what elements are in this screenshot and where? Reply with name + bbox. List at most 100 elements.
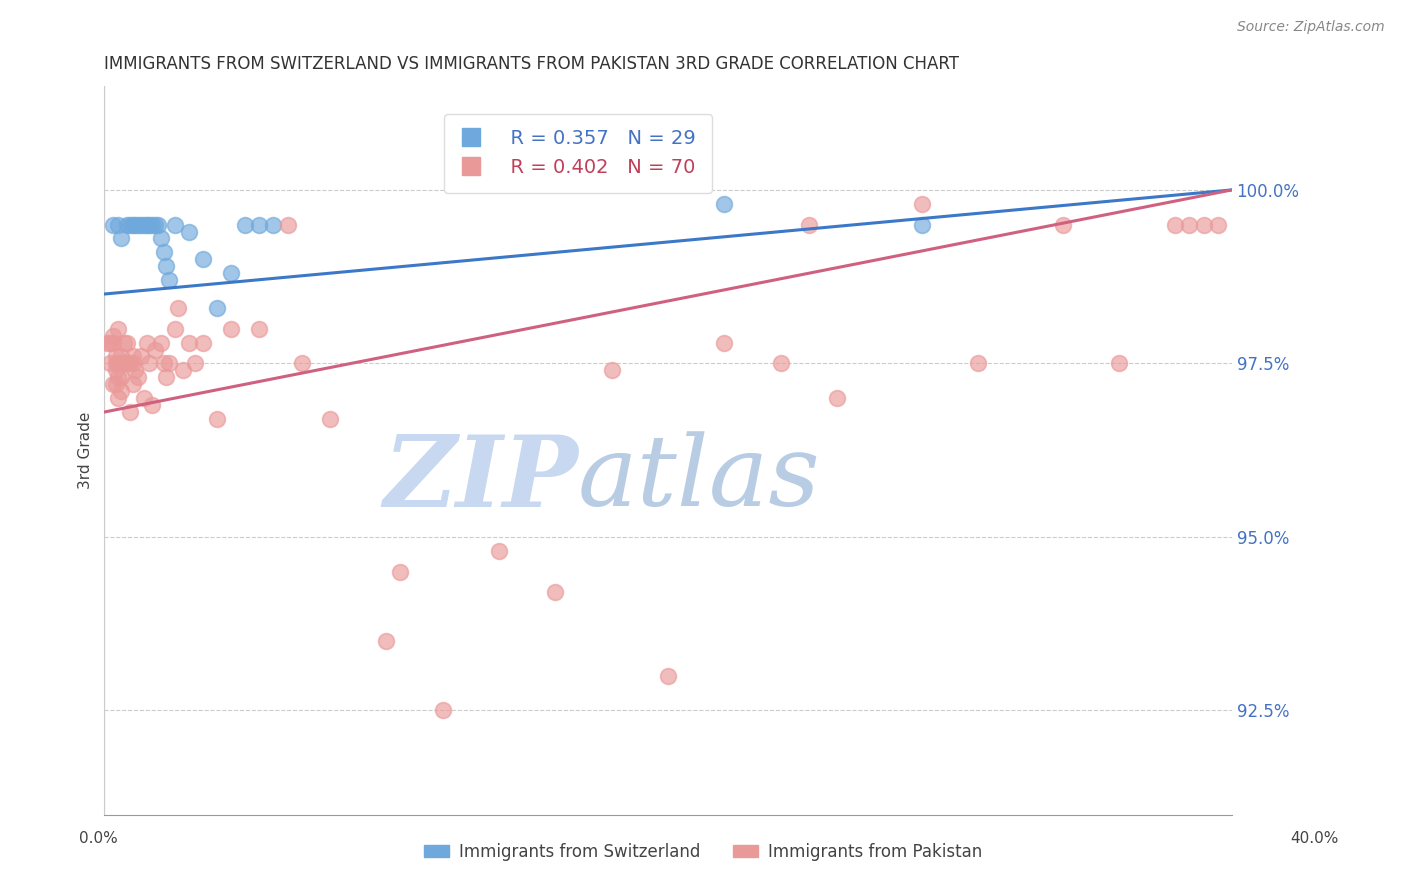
Point bbox=[157, 356, 180, 370]
Point bbox=[143, 218, 166, 232]
Point bbox=[98, 356, 121, 370]
Point bbox=[98, 335, 121, 350]
Point bbox=[112, 356, 135, 370]
Point bbox=[488, 544, 510, 558]
Point bbox=[124, 363, 146, 377]
Point bbox=[96, 335, 118, 350]
Point bbox=[118, 218, 141, 232]
Point bbox=[121, 377, 143, 392]
Point bbox=[118, 356, 141, 370]
Point bbox=[172, 363, 194, 377]
Point bbox=[129, 218, 152, 232]
Point bbox=[149, 335, 172, 350]
Point bbox=[1052, 218, 1074, 232]
Point bbox=[101, 328, 124, 343]
Point bbox=[121, 356, 143, 370]
Point bbox=[544, 585, 567, 599]
Point bbox=[1178, 218, 1201, 232]
Point bbox=[769, 356, 792, 370]
Point bbox=[135, 335, 157, 350]
Text: Source: ZipAtlas.com: Source: ZipAtlas.com bbox=[1237, 20, 1385, 34]
Point bbox=[389, 565, 412, 579]
Point bbox=[155, 259, 177, 273]
Y-axis label: 3rd Grade: 3rd Grade bbox=[79, 411, 93, 489]
Point bbox=[104, 356, 127, 370]
Point bbox=[110, 384, 132, 399]
Point bbox=[143, 343, 166, 357]
Point bbox=[600, 363, 623, 377]
Legend: Immigrants from Switzerland, Immigrants from Pakistan: Immigrants from Switzerland, Immigrants … bbox=[416, 837, 990, 868]
Point bbox=[183, 356, 205, 370]
Point bbox=[141, 218, 163, 232]
Point bbox=[112, 335, 135, 350]
Text: 40.0%: 40.0% bbox=[1291, 831, 1339, 846]
Text: IMMIGRANTS FROM SWITZERLAND VS IMMIGRANTS FROM PAKISTAN 3RD GRADE CORRELATION CH: IMMIGRANTS FROM SWITZERLAND VS IMMIGRANT… bbox=[104, 55, 959, 73]
Point bbox=[112, 356, 135, 370]
Point bbox=[247, 322, 270, 336]
Point bbox=[132, 218, 155, 232]
Point bbox=[219, 266, 242, 280]
Point bbox=[107, 370, 129, 384]
Point bbox=[247, 218, 270, 232]
Point bbox=[375, 634, 398, 648]
Point bbox=[177, 225, 200, 239]
Point bbox=[127, 218, 149, 232]
Point bbox=[219, 322, 242, 336]
Point bbox=[825, 391, 848, 405]
Point bbox=[101, 377, 124, 392]
Point bbox=[205, 412, 228, 426]
Point bbox=[432, 703, 454, 717]
Point bbox=[166, 301, 188, 315]
Point bbox=[155, 370, 177, 384]
Point bbox=[1206, 218, 1229, 232]
Point bbox=[1164, 218, 1187, 232]
Point bbox=[121, 218, 143, 232]
Point bbox=[118, 405, 141, 419]
Point bbox=[177, 335, 200, 350]
Point bbox=[110, 231, 132, 245]
Point bbox=[107, 322, 129, 336]
Point bbox=[233, 218, 256, 232]
Point bbox=[713, 335, 735, 350]
Point bbox=[152, 245, 174, 260]
Point bbox=[263, 218, 285, 232]
Point bbox=[104, 350, 127, 364]
Point bbox=[1108, 356, 1130, 370]
Point bbox=[319, 412, 342, 426]
Point bbox=[191, 252, 214, 267]
Legend:   R = 0.357   N = 29,   R = 0.402   N = 70: R = 0.357 N = 29, R = 0.402 N = 70 bbox=[444, 114, 711, 193]
Point bbox=[163, 218, 186, 232]
Point bbox=[107, 218, 129, 232]
Point bbox=[135, 218, 157, 232]
Point bbox=[101, 218, 124, 232]
Point bbox=[191, 335, 214, 350]
Point bbox=[127, 370, 149, 384]
Point bbox=[121, 350, 143, 364]
Point bbox=[277, 218, 299, 232]
Point bbox=[146, 218, 169, 232]
Point bbox=[115, 356, 138, 370]
Point bbox=[911, 218, 934, 232]
Point bbox=[1192, 218, 1215, 232]
Point bbox=[138, 218, 160, 232]
Text: ZIP: ZIP bbox=[382, 431, 578, 527]
Point bbox=[115, 335, 138, 350]
Point bbox=[107, 391, 129, 405]
Point bbox=[110, 370, 132, 384]
Point bbox=[132, 391, 155, 405]
Point bbox=[124, 218, 146, 232]
Text: 0.0%: 0.0% bbox=[79, 831, 118, 846]
Point bbox=[110, 350, 132, 364]
Point bbox=[138, 356, 160, 370]
Point bbox=[152, 356, 174, 370]
Point bbox=[205, 301, 228, 315]
Point bbox=[967, 356, 990, 370]
Point bbox=[141, 398, 163, 412]
Point bbox=[104, 377, 127, 392]
Point bbox=[911, 196, 934, 211]
Point bbox=[104, 363, 127, 377]
Point bbox=[163, 322, 186, 336]
Point bbox=[797, 218, 820, 232]
Point bbox=[101, 335, 124, 350]
Point bbox=[115, 218, 138, 232]
